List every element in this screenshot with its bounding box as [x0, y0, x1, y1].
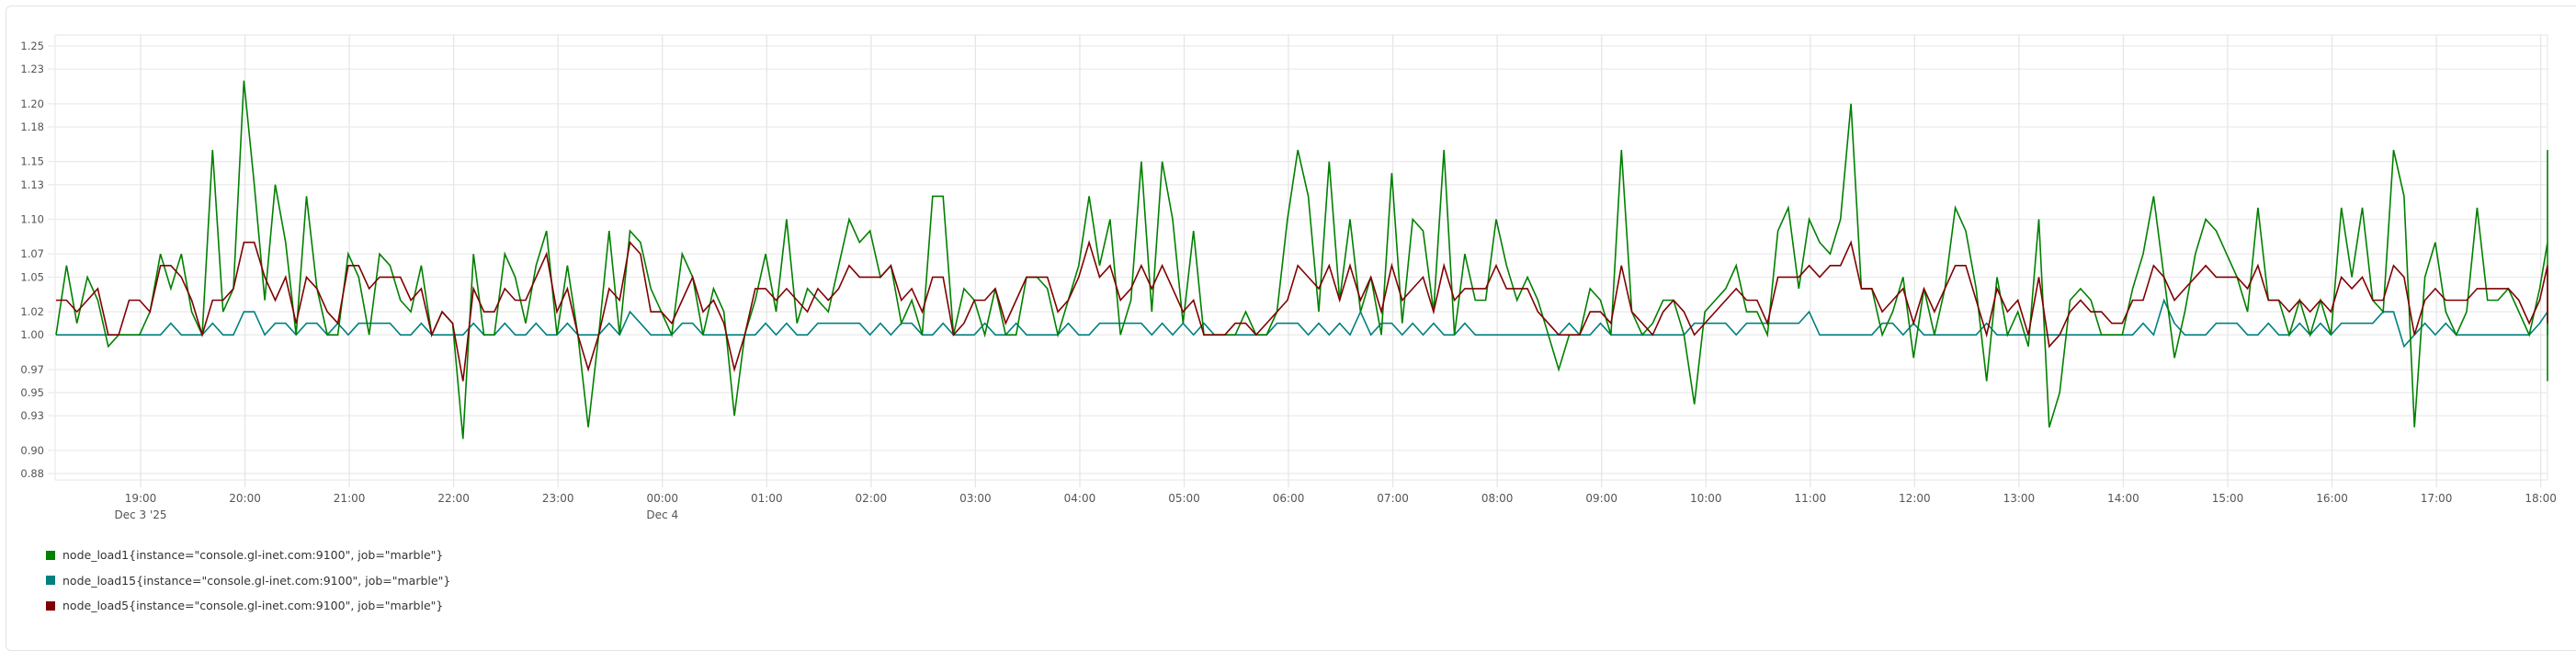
- y-tick-label: 1.02: [20, 305, 44, 318]
- x-tick-label: 04:00: [1064, 492, 1096, 505]
- x-tick-label: 15:00: [2212, 492, 2244, 505]
- y-tick-label: 1.10: [20, 213, 44, 226]
- y-tick-label: 0.93: [20, 409, 44, 422]
- series-lines: [55, 80, 2548, 440]
- x-tick-label: 19:00: [125, 492, 157, 505]
- y-tick-label: 1.00: [20, 328, 44, 341]
- legend-swatch-icon: [46, 576, 55, 586]
- x-date-label: Dec 3 '25: [114, 508, 166, 521]
- x-tick-label: 07:00: [1377, 492, 1409, 505]
- x-tick-label: 23:00: [542, 492, 574, 505]
- y-tick-label: 1.18: [20, 120, 44, 133]
- grid: [48, 34, 2548, 487]
- y-tick-label: 1.25: [20, 40, 44, 52]
- x-tick-label: 05:00: [1168, 492, 1200, 505]
- x-axis: 19:00 Dec 3 '25 20:00 21:00 22:00 23:00 00:00 D…: [114, 492, 2556, 521]
- y-tick-label: 1.07: [20, 247, 44, 260]
- x-tick-label: 11:00: [1795, 492, 1827, 505]
- x-tick-label: 03:00: [959, 492, 992, 505]
- x-tick-label: 13:00: [2003, 492, 2036, 505]
- x-tick-label: 08:00: [1481, 492, 1514, 505]
- x-tick-label: 14:00: [2107, 492, 2139, 505]
- x-tick-label: 01:00: [751, 492, 783, 505]
- legend-swatch-icon: [46, 600, 55, 611]
- y-tick-label: 0.88: [20, 467, 44, 480]
- x-tick-label: 02:00: [856, 492, 888, 505]
- y-tick-label: 0.95: [20, 386, 44, 399]
- series-line: [56, 298, 2548, 348]
- x-tick-label: 16:00: [2316, 492, 2348, 505]
- x-tick-label: 20:00: [229, 492, 261, 505]
- y-axis: 1.25 1.23 1.20 1.18 1.15 1.13 1.10 1.07 1.05 1.02…: [20, 40, 44, 480]
- legend: node_load1{instance="console.gl-inet.com…: [46, 542, 450, 619]
- x-tick-label: 22:00: [437, 492, 470, 505]
- legend-item-load5[interactable]: node_load5{instance="console.gl-inet.com…: [46, 593, 450, 619]
- x-tick-label: 09:00: [1585, 492, 1617, 505]
- legend-label: node_load1{instance="console.gl-inet.com…: [62, 548, 444, 563]
- legend-label: node_load15{instance="console.gl-inet.co…: [62, 573, 451, 588]
- y-tick-label: 1.13: [20, 178, 44, 191]
- x-tick-label: 10:00: [1690, 492, 1722, 505]
- line-chart[interactable]: 1.25 1.23 1.20 1.18 1.15 1.13 1.10 1.07 1.05 1.02…: [0, 0, 2576, 533]
- x-tick-label: 00:00: [646, 492, 678, 505]
- series-line: [55, 80, 2548, 440]
- legend-swatch-icon: [46, 550, 55, 560]
- legend-item-load1[interactable]: node_load1{instance="console.gl-inet.com…: [46, 542, 450, 568]
- legend-item-load15[interactable]: node_load15{instance="console.gl-inet.co…: [46, 568, 450, 594]
- y-tick-label: 0.90: [20, 444, 44, 457]
- x-tick-label: 21:00: [334, 492, 366, 505]
- x-tick-label: 17:00: [2421, 492, 2453, 505]
- y-tick-label: 1.05: [20, 270, 44, 283]
- series-line: [56, 239, 2548, 382]
- x-tick-label: 06:00: [1273, 492, 1305, 505]
- x-date-label: Dec 4: [646, 508, 678, 521]
- x-tick-label: 12:00: [1899, 492, 1931, 505]
- legend-label: node_load5{instance="console.gl-inet.com…: [62, 599, 444, 613]
- x-tick-label: 18:00: [2525, 492, 2557, 505]
- y-tick-label: 1.23: [20, 63, 44, 75]
- y-tick-label: 0.97: [20, 363, 44, 376]
- y-tick-label: 1.15: [20, 155, 44, 168]
- y-tick-label: 1.20: [20, 97, 44, 110]
